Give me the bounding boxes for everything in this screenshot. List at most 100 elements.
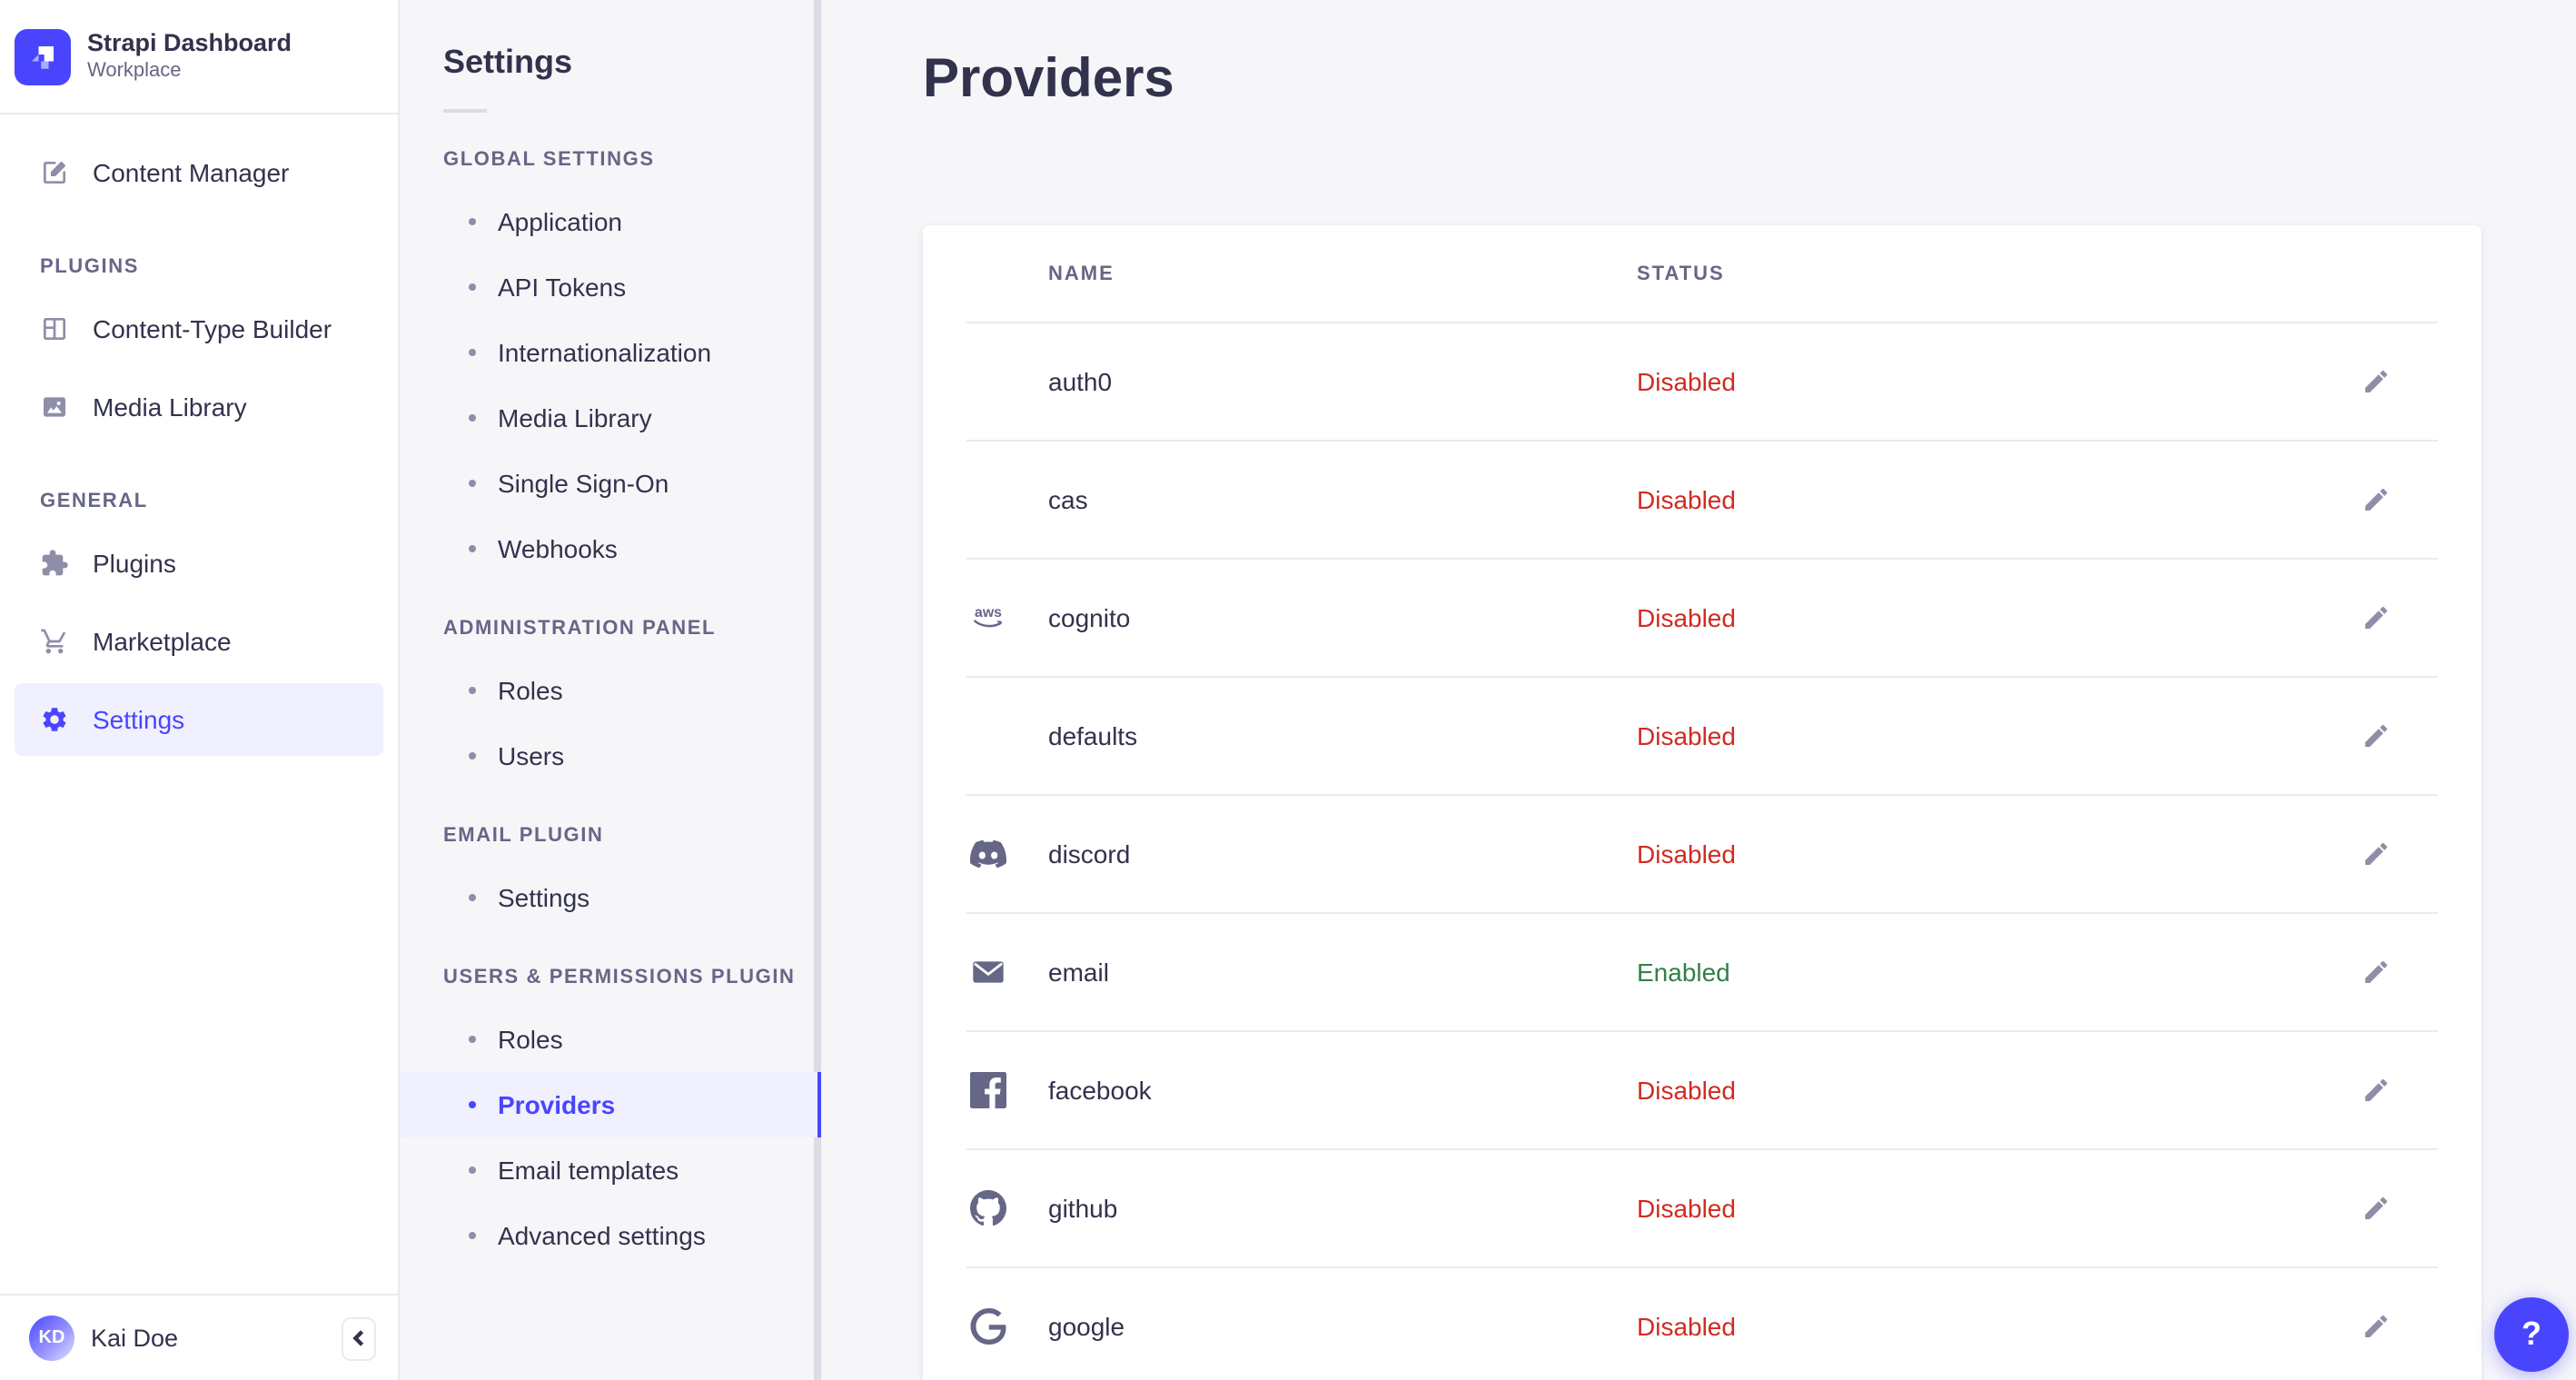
edit-provider-button[interactable]	[2362, 721, 2391, 750]
help-button[interactable]: ?	[2494, 1297, 2569, 1372]
subnav-item-webhooks[interactable]: Webhooks	[400, 516, 814, 581]
table-row-email[interactable]: email Enabled	[923, 914, 2482, 1030]
brand-header[interactable]: Strapi Dashboard Workplace	[0, 0, 398, 114]
nav-item-plugins[interactable]: Plugins	[15, 527, 383, 600]
subnav-item-application[interactable]: Application	[400, 189, 814, 254]
table-row-defaults[interactable]: defaults Disabled	[923, 678, 2482, 794]
google-icon	[970, 1308, 1006, 1345]
nav-item-label: Settings	[93, 705, 185, 734]
subnav-item-admin-roles[interactable]: Roles	[400, 658, 814, 723]
bullet-icon	[469, 349, 476, 356]
main-nav: Content Manager PLUGINS Content-Type Bui…	[0, 114, 398, 756]
strapi-logo-icon	[15, 28, 71, 84]
pencil-icon	[2365, 960, 2388, 983]
subnav-item-providers[interactable]: Providers	[400, 1072, 821, 1137]
bullet-icon	[469, 218, 476, 225]
main-sidebar: Strapi Dashboard Workplace Content Manag…	[0, 0, 400, 1380]
user-name: Kai Doe	[91, 1325, 179, 1352]
media-library-icon	[40, 392, 69, 422]
nav-item-label: Media Library	[93, 392, 247, 422]
provider-name: google	[1048, 1312, 1125, 1341]
provider-name: cognito	[1048, 603, 1131, 632]
subnav-item-label: Internationalization	[498, 338, 712, 367]
subnav-item-advanced-settings[interactable]: Advanced settings	[400, 1203, 814, 1268]
main-content: Providers NAME STATUS auth0 Disabled cas…	[821, 0, 2576, 1380]
subnav-section-global-settings: GLOBAL SETTINGS Application API Tokens I…	[443, 149, 814, 581]
provider-name: defaults	[1048, 721, 1138, 750]
bullet-icon	[469, 752, 476, 759]
edit-provider-button[interactable]	[2362, 1076, 2391, 1105]
bullet-icon	[469, 1167, 476, 1174]
bullet-icon	[469, 283, 476, 291]
settings-gear-icon	[40, 705, 69, 734]
bullet-icon	[469, 414, 476, 422]
status-badge: Disabled	[1637, 1312, 1736, 1341]
chevron-left-icon	[352, 1330, 364, 1346]
nav-item-media-library[interactable]: Media Library	[15, 371, 383, 443]
subnav-item-label: Advanced settings	[498, 1221, 706, 1250]
status-badge: Disabled	[1637, 603, 1736, 632]
status-badge: Disabled	[1637, 485, 1736, 514]
svg-text:aws: aws	[975, 605, 1002, 621]
bullet-icon	[469, 687, 476, 694]
edit-provider-button[interactable]	[2362, 1312, 2391, 1341]
nav-section-plugins: PLUGINS	[40, 256, 139, 278]
table-row-cas[interactable]: cas Disabled	[923, 442, 2482, 558]
aws-icon: aws	[970, 600, 1006, 636]
subnav-item-single-sign-on[interactable]: Single Sign-On	[400, 451, 814, 516]
row-divider	[966, 322, 2438, 323]
page-title: Providers	[923, 49, 1174, 109]
subnav-item-email-settings[interactable]: Settings	[400, 865, 814, 930]
provider-name: github	[1048, 1194, 1118, 1223]
nav-item-content-manager[interactable]: Content Manager	[15, 136, 383, 209]
subnav-section-label: EMAIL PLUGIN	[443, 825, 604, 847]
subnav-item-email-templates[interactable]: Email templates	[400, 1137, 814, 1203]
marketplace-icon	[40, 627, 69, 656]
subnav-item-label: API Tokens	[498, 273, 627, 302]
pencil-icon	[2365, 606, 2388, 629]
subnav-item-api-tokens[interactable]: API Tokens	[400, 254, 814, 320]
subnav-item-label: Email templates	[498, 1156, 679, 1185]
nav-item-settings[interactable]: Settings	[15, 683, 383, 756]
avatar[interactable]: KD	[29, 1315, 74, 1361]
provider-name: email	[1048, 958, 1109, 987]
nav-item-label: Content-Type Builder	[93, 314, 332, 343]
pencil-icon	[2365, 1315, 2388, 1337]
subnav-item-label: Settings	[498, 883, 590, 912]
edit-provider-button[interactable]	[2362, 367, 2391, 396]
table-row-auth0[interactable]: auth0 Disabled	[923, 323, 2482, 440]
nav-item-marketplace[interactable]: Marketplace	[15, 605, 383, 678]
edit-provider-button[interactable]	[2362, 603, 2391, 632]
subnav-item-up-roles[interactable]: Roles	[400, 1007, 814, 1072]
nav-item-label: Marketplace	[93, 627, 232, 656]
subnav-item-label: Application	[498, 207, 622, 236]
edit-provider-button[interactable]	[2362, 485, 2391, 514]
table-row-google[interactable]: google Disabled	[923, 1268, 2482, 1380]
table-row-facebook[interactable]: facebook Disabled	[923, 1032, 2482, 1148]
subnav-item-internationalization[interactable]: Internationalization	[400, 320, 814, 385]
collapse-sidebar-button[interactable]	[342, 1316, 376, 1360]
row-divider	[966, 1148, 2438, 1150]
pencil-icon	[2365, 1196, 2388, 1219]
table-row-cognito[interactable]: aws cognito Disabled	[923, 560, 2482, 676]
github-icon	[970, 1190, 1006, 1226]
row-divider	[966, 558, 2438, 560]
subnav-item-admin-users[interactable]: Users	[400, 723, 814, 789]
provider-name: discord	[1048, 839, 1131, 869]
nav-item-content-type-builder[interactable]: Content-Type Builder	[15, 293, 383, 365]
subnav-item-label: Roles	[498, 1025, 563, 1054]
subnav-section-users-permissions-plugin: USERS & PERMISSIONS PLUGIN Roles Provide…	[400, 967, 821, 1268]
bullet-icon	[469, 1232, 476, 1239]
subnav-item-media-library[interactable]: Media Library	[400, 385, 814, 451]
provider-icon-empty	[970, 482, 1006, 518]
table-header: NAME STATUS	[923, 225, 2482, 322]
table-row-github[interactable]: github Disabled	[923, 1150, 2482, 1266]
status-badge: Disabled	[1637, 839, 1736, 869]
row-divider	[966, 1266, 2438, 1268]
edit-provider-button[interactable]	[2362, 958, 2391, 987]
edit-provider-button[interactable]	[2362, 1194, 2391, 1223]
provider-icon-empty	[970, 718, 1006, 754]
table-row-discord[interactable]: discord Disabled	[923, 796, 2482, 912]
content-type-builder-icon	[40, 314, 69, 343]
edit-provider-button[interactable]	[2362, 839, 2391, 869]
